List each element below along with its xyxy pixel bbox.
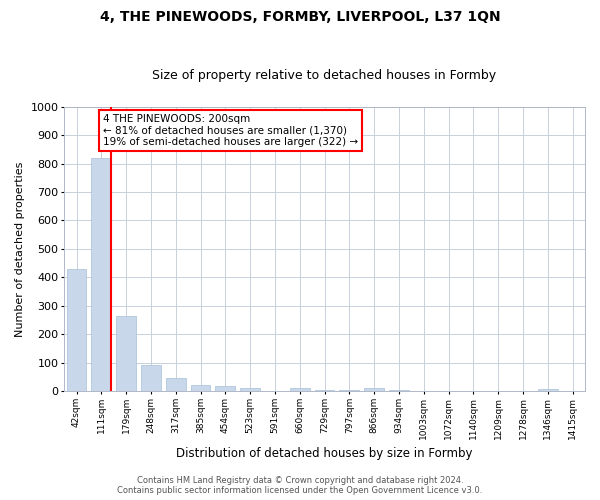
X-axis label: Distribution of detached houses by size in Formby: Distribution of detached houses by size …	[176, 447, 473, 460]
Bar	[116, 316, 136, 391]
Bar	[91, 158, 111, 391]
Text: 4, THE PINEWOODS, FORMBY, LIVERPOOL, L37 1QN: 4, THE PINEWOODS, FORMBY, LIVERPOOL, L37…	[100, 10, 500, 24]
Bar	[389, 390, 409, 391]
Bar	[538, 388, 558, 391]
Title: Size of property relative to detached houses in Formby: Size of property relative to detached ho…	[152, 69, 497, 82]
Bar	[364, 388, 384, 391]
Bar	[340, 390, 359, 391]
Bar	[141, 366, 161, 391]
Text: Contains HM Land Registry data © Crown copyright and database right 2024.
Contai: Contains HM Land Registry data © Crown c…	[118, 476, 482, 495]
Bar	[240, 388, 260, 391]
Text: 4 THE PINEWOODS: 200sqm
← 81% of detached houses are smaller (1,370)
19% of semi: 4 THE PINEWOODS: 200sqm ← 81% of detache…	[103, 114, 358, 147]
Bar	[215, 386, 235, 391]
Bar	[290, 388, 310, 391]
Bar	[166, 378, 185, 391]
Bar	[314, 390, 334, 391]
Bar	[67, 269, 86, 391]
Y-axis label: Number of detached properties: Number of detached properties	[15, 161, 25, 336]
Bar	[191, 384, 211, 391]
